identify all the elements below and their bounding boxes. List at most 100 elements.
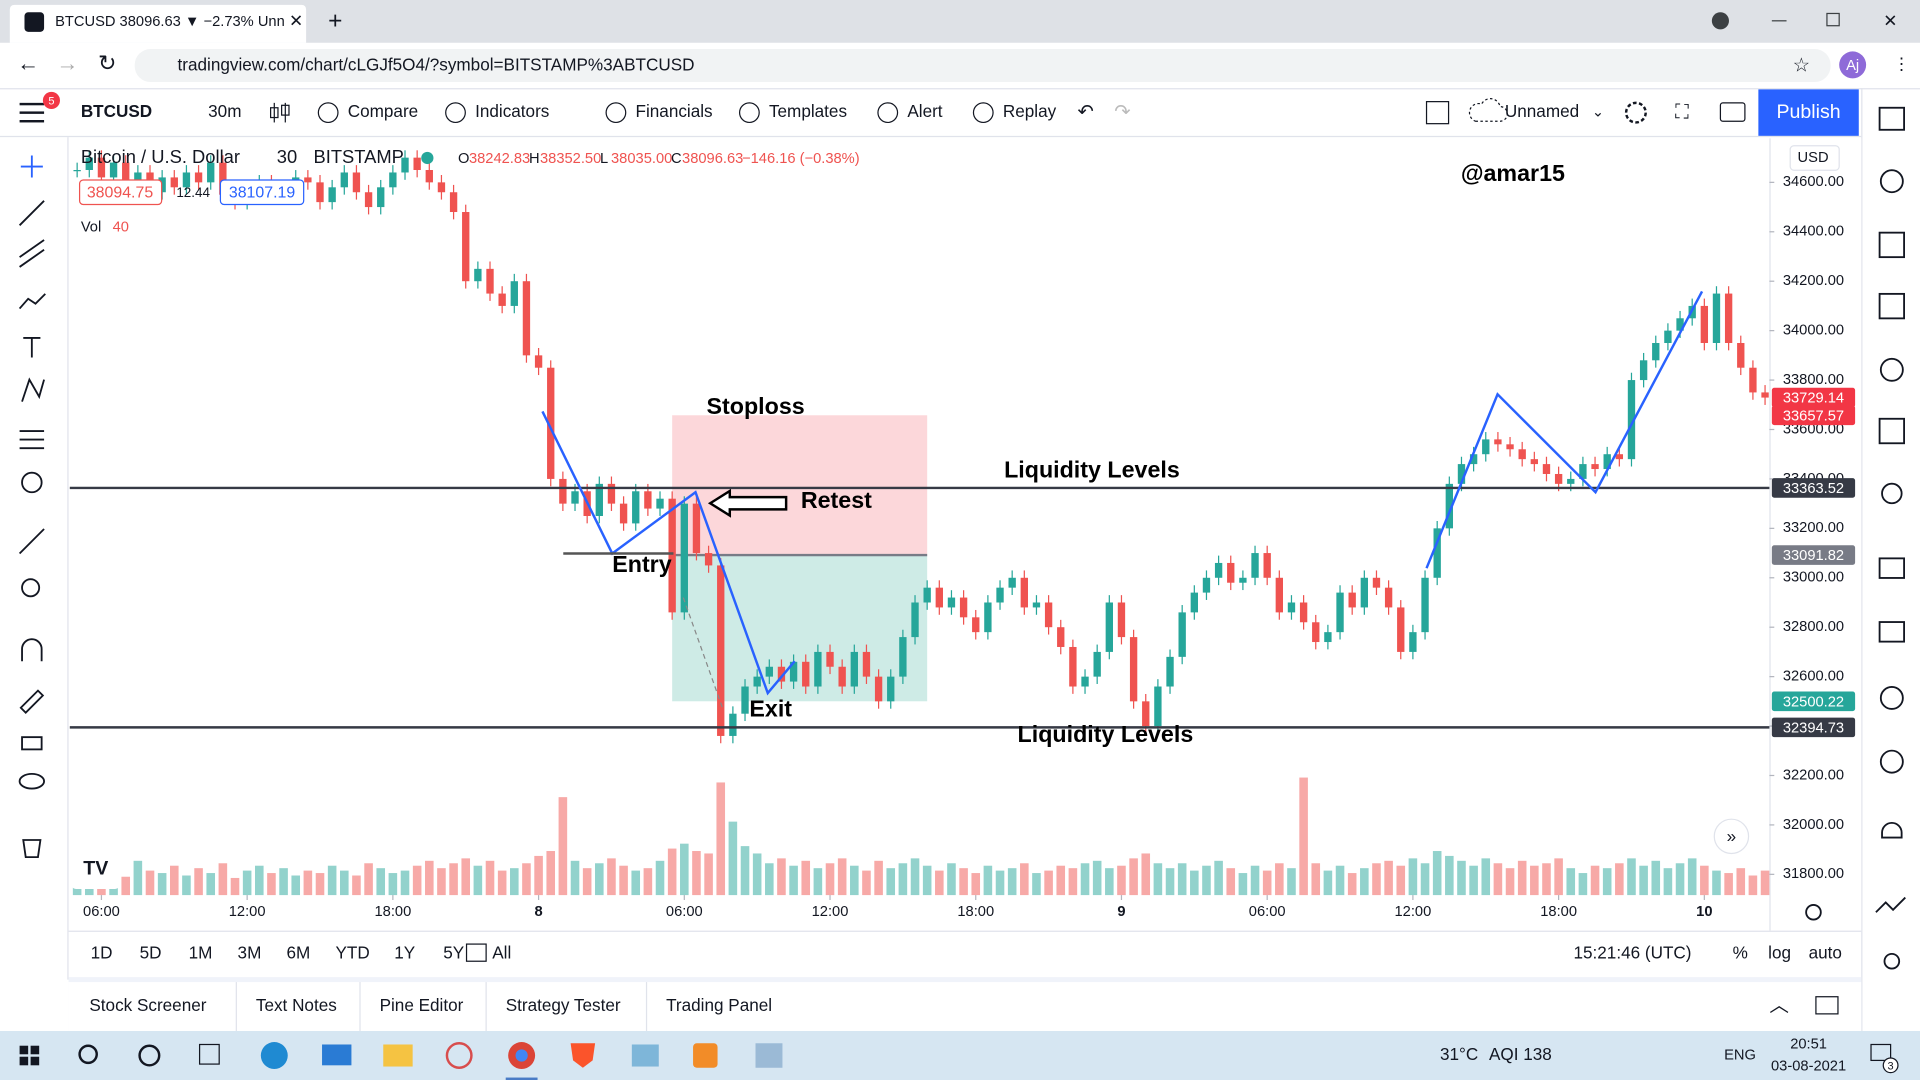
volume-bar [1396, 865, 1406, 896]
candle-body [1020, 577, 1028, 608]
weather[interactable]: 31°C [1440, 1044, 1478, 1064]
annotation[interactable]: Retest [801, 487, 872, 513]
toolbar-icon[interactable] [738, 102, 760, 124]
collapse-panel[interactable]: ︿ [1769, 995, 1789, 1017]
browser-menu[interactable]: ⋮ [1893, 53, 1910, 73]
timeframe[interactable]: All [492, 942, 511, 962]
toolbar-icon[interactable] [317, 102, 339, 124]
bottom-tab[interactable]: Stock Screener [89, 995, 206, 1015]
candle-body [449, 192, 458, 213]
time[interactable]: 20:51 [1790, 1036, 1827, 1052]
profile-menu[interactable] [1711, 12, 1729, 30]
bottom-tab[interactable]: Pine Editor [380, 995, 464, 1015]
timeframe[interactable]: 1D [91, 942, 113, 962]
publish-button[interactable] [1758, 89, 1859, 136]
bookmark[interactable]: ☆ [1793, 54, 1811, 76]
forward[interactable]: → [56, 51, 78, 76]
back[interactable]: ← [17, 51, 39, 76]
maximize-panel[interactable] [1815, 996, 1839, 1015]
timeframe[interactable]: 5Y [443, 942, 465, 962]
timeframe[interactable]: 5D [140, 942, 162, 962]
right-panel-icons[interactable] [1875, 106, 1906, 970]
scale-option[interactable]: auto [1809, 942, 1842, 962]
timeframe[interactable]: 3M [238, 942, 262, 962]
layout-dropdown[interactable]: ⌄ [1592, 105, 1604, 121]
candle-body [1421, 577, 1429, 633]
toolbar-item[interactable]: Replay [1003, 101, 1057, 121]
menu[interactable] [19, 102, 45, 123]
clock: 15:21:46 (UTC) [1573, 942, 1691, 962]
volume-bar [1639, 865, 1648, 896]
annotation[interactable]: Exit [749, 695, 792, 721]
action-center[interactable] [1870, 1043, 1892, 1062]
sell-button[interactable] [78, 179, 163, 206]
interval[interactable]: 30m [208, 101, 241, 121]
date[interactable]: 03-08-2021 [1771, 1058, 1846, 1074]
toolbar-icon[interactable] [605, 102, 627, 124]
toolbar-item[interactable]: Indicators [475, 101, 549, 121]
volume-bar [1712, 870, 1721, 896]
timeframe[interactable]: YTD [336, 942, 370, 962]
volume-bar [1372, 863, 1381, 896]
scale-option[interactable]: log [1768, 942, 1791, 962]
fullscreen[interactable]: ⛶ [1674, 101, 1690, 123]
omnibox[interactable] [134, 48, 1831, 83]
aqi[interactable]: AQI 138 [1489, 1044, 1552, 1064]
toolbar-icon[interactable] [877, 102, 899, 124]
layout-select[interactable] [1425, 101, 1450, 125]
zigzag-drawing[interactable] [541, 410, 796, 696]
currency-select[interactable] [1789, 145, 1840, 171]
zigzag-drawing[interactable] [1425, 290, 1704, 569]
chart-type[interactable] [270, 102, 290, 123]
tab-close[interactable]: ✕ [289, 11, 303, 31]
profile[interactable] [1839, 51, 1867, 79]
toolbar-item[interactable]: Compare [348, 101, 418, 121]
taskbar-apps[interactable] [260, 1042, 783, 1069]
candle-body [194, 172, 203, 183]
restore[interactable] [1826, 12, 1840, 27]
tab[interactable] [9, 4, 307, 43]
undo[interactable]: ↶ [1078, 101, 1094, 123]
axis-settings[interactable] [1805, 903, 1822, 921]
annotation[interactable]: Liquidity Levels [1018, 721, 1194, 747]
annotation[interactable]: Stoploss [707, 393, 805, 419]
timeframe[interactable]: 1Y [394, 942, 416, 962]
new-tab[interactable]: + [328, 8, 342, 35]
timeframe[interactable]: 6M [287, 942, 311, 962]
tv-logo[interactable] [71, 847, 120, 889]
bottom-tab[interactable]: Trading Panel [666, 995, 772, 1015]
language[interactable]: ENG [1724, 1047, 1756, 1063]
toolbar-item[interactable]: Templates [769, 101, 847, 121]
symbol[interactable]: BTCUSD [81, 101, 152, 121]
close-window[interactable]: ✕ [1883, 11, 1897, 31]
currency[interactable]: USD [1798, 150, 1829, 166]
cloud-icon [1468, 98, 1508, 122]
toolbar-item[interactable]: Financials [636, 101, 713, 121]
date-range[interactable] [465, 943, 487, 962]
scale-option[interactable]: % [1733, 942, 1748, 962]
redo[interactable]: ↷ [1114, 101, 1131, 123]
buy-button[interactable] [219, 179, 305, 206]
timeframe[interactable]: 1M [189, 942, 213, 962]
candle-body [1275, 577, 1283, 613]
toolbar-icon[interactable] [445, 102, 466, 124]
arrow-drawing[interactable] [707, 488, 788, 518]
drawing-tools[interactable] [18, 155, 46, 859]
task-view[interactable] [198, 1043, 220, 1065]
volume-bar [194, 868, 203, 896]
annotation[interactable]: Liquidity Levels [1004, 457, 1180, 483]
volume-bar [789, 865, 798, 896]
layout-name[interactable]: Unnamed [1505, 101, 1579, 121]
cortana[interactable] [138, 1044, 161, 1067]
toolbar-icon[interactable] [972, 102, 994, 124]
search[interactable] [78, 1044, 98, 1065]
snapshot[interactable] [1719, 102, 1746, 122]
annotation[interactable]: Entry [612, 551, 672, 577]
toolbar-item[interactable]: Alert [907, 101, 942, 121]
scroll-right[interactable] [1713, 818, 1750, 855]
start[interactable] [19, 1045, 40, 1066]
bottom-tab[interactable]: Text Notes [256, 995, 337, 1015]
bottom-tab[interactable]: Strategy Tester [506, 995, 621, 1015]
reload[interactable]: ↻ [98, 51, 116, 76]
settings[interactable] [1624, 101, 1647, 124]
